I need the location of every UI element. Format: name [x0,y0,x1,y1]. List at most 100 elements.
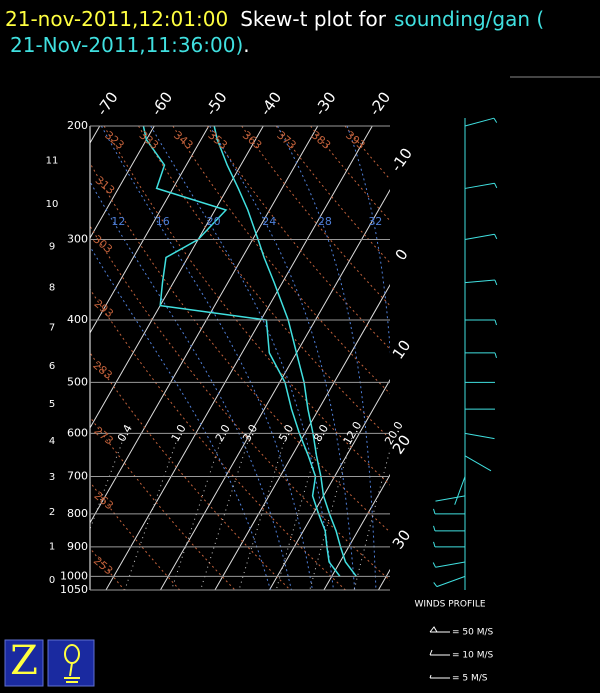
height-label: 0 [49,575,55,586]
mixing-label: 0.4 [115,422,135,444]
y-tick-label: 600 [67,426,88,439]
isotherm-label: 0 [391,246,411,264]
title-end: . [243,33,249,57]
theta-label: 373 [274,129,298,152]
moist-label: 32 [368,215,382,228]
title-line-1: 21-nov-2011,12:01:00 Skew-t plot for sound… [5,7,544,31]
isotherm [433,126,600,590]
mixing-ratio [201,433,251,590]
wind-barb [433,562,465,567]
height-label: 6 [49,361,55,372]
mixing-label: 2.0 [213,422,233,444]
theta-label: 383 [309,129,333,152]
mixing-label: 3.0 [240,422,260,444]
theta-label: 393 [343,129,367,152]
theta-label: 273 [91,424,115,447]
y-tick-label: 200 [67,119,88,132]
y-tick-label: 500 [67,375,88,388]
wind-legend-icon [430,627,450,632]
isotherm [215,126,481,590]
wind-barb [465,280,497,285]
wind-barb [434,509,466,514]
isotherm [0,126,154,590]
title-date: 21-nov-2011,12:01:00 [5,7,228,31]
height-label: 11 [46,156,59,167]
wind-barb [465,234,497,239]
y-tick-label: 1000 [60,569,88,582]
isotherm [0,126,100,590]
dry-adiabat [0,126,125,590]
wind-legend-label: = 10 M/S [452,651,494,661]
moist-label: 28 [318,215,332,228]
wind-barb [434,576,465,586]
y-tick-label: 1050 [60,583,88,596]
dry-adiabat [276,126,600,590]
moist-adiabat [210,126,355,590]
mixing-label: 1.0 [169,422,189,444]
dry-adiabat [139,126,567,590]
height-label: 3 [49,472,55,483]
isotherm [0,126,263,590]
moist-label: 12 [111,215,125,228]
winds-title: WINDS PROFILE [414,600,485,610]
theta-label: 293 [91,297,115,320]
wind-barb [465,320,497,325]
height-label: 7 [49,322,55,333]
isotherm [324,126,590,590]
theta-label: 363 [240,129,264,152]
dry-adiabat [0,126,290,590]
wind-barb [465,118,497,126]
theta-label: 333 [137,129,161,152]
mixing-ratio [125,433,179,590]
title-source: sounding/gan ( [394,7,544,31]
isotherm [487,126,600,590]
isotherm [51,126,317,590]
wind-barb [465,456,491,471]
height-label: 2 [49,507,55,518]
title-time: 21-Nov-2011,11:36:00) [10,33,243,57]
height-label: 9 [49,241,55,252]
height-label: 10 [46,199,59,210]
y-tick-label: 300 [67,232,88,245]
height-label: 1 [49,541,55,552]
moist-adiabat [25,126,270,590]
logo-z-letter: Z [10,638,38,684]
theta-label: 283 [90,359,114,382]
y-tick-label: 700 [67,470,88,483]
moist-label: 24 [262,215,276,228]
temperature-line [214,126,356,576]
isotherm-label: 30 [389,526,415,552]
dry-adiabat [104,126,511,590]
isotherm-label: -70 [93,89,122,119]
wind-barb [455,477,465,505]
wind-legend-label: = 50 M/S [452,628,494,638]
wind-barb [436,496,466,501]
isotherm-label: -10 [387,145,416,175]
isotherm-label: -60 [147,89,176,119]
mixing-ratio [354,433,394,590]
isotherm [0,126,45,590]
moist-label: 20 [207,215,221,228]
wind-legend-label: = 5 M/S [452,674,488,684]
dry-adiabat [0,126,235,590]
isotherm-label: -40 [256,89,285,119]
wind-legend-icon [430,675,450,678]
title-text: Skew-t plot for [240,7,387,31]
isotherm-label: -20 [365,89,394,119]
moist-label: 16 [156,215,170,228]
theta-label: 353 [205,129,229,152]
wind-barb [465,353,497,358]
isotherm-label: -30 [311,89,340,119]
wind-legend-icon [430,650,450,655]
dry-adiabat [242,126,600,590]
y-tick-label: 400 [67,313,88,326]
wind-barb [465,183,497,188]
title-line-2: 21-Nov-2011,11:36:00). [10,33,250,57]
theta-label: 263 [91,489,115,512]
moist-adiabat [101,126,312,590]
dry-adiabat [311,126,600,590]
height-label: 5 [49,399,55,410]
isotherm-label: -50 [202,89,231,119]
